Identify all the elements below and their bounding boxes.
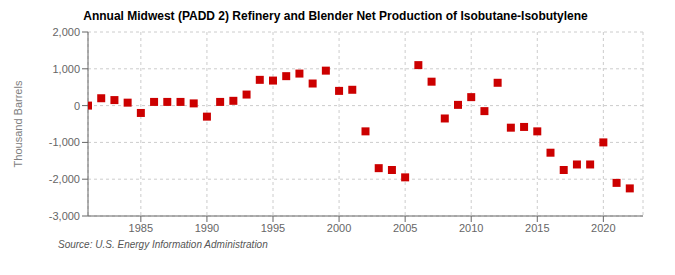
svg-text:2,000: 2,000 (52, 26, 80, 38)
svg-text:-1,000: -1,000 (49, 136, 80, 148)
svg-text:1985: 1985 (129, 222, 153, 234)
html-text:Source: U.S. Energy Informatio: Source: U.S. Energy Information Administ… (58, 239, 268, 250)
svg-text:1990: 1990 (195, 222, 219, 234)
svg-text:1995: 1995 (261, 222, 285, 234)
svg-text:2020: 2020 (591, 222, 615, 234)
svg-text:2000: 2000 (327, 222, 351, 234)
svg-text:2015: 2015 (525, 222, 549, 234)
html-text:Annual Midwest (PADD 2) Refine: Annual Midwest (PADD 2) Refinery and Ble… (83, 9, 588, 23)
svg-text:2005: 2005 (393, 222, 417, 234)
svg-text:-3,000: -3,000 (49, 210, 80, 222)
svg-text:-2,000: -2,000 (49, 173, 80, 185)
svg-text:0: 0 (74, 100, 80, 112)
svg-text:Thousand Barrels: Thousand Barrels (12, 80, 24, 167)
svg-text:2010: 2010 (459, 222, 483, 234)
svg-text:1,000: 1,000 (52, 63, 80, 75)
